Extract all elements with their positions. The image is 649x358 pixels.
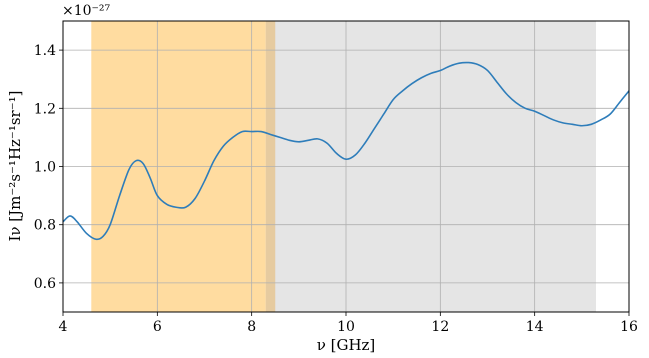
x-axis-ticks: 4 6 8 10 12 14 16 [59, 312, 638, 335]
x-tick-label: 8 [247, 319, 256, 335]
x-tick-label: 14 [526, 319, 544, 335]
x-tick-label: 6 [153, 319, 162, 335]
x-tick-label: 4 [59, 319, 68, 335]
y-tick-label: 1.0 [34, 160, 56, 176]
x-tick-label: 12 [431, 319, 449, 335]
y-tick-label: 0.6 [34, 276, 56, 292]
y-axis-ticks: 0.6 0.8 1.0 1.2 1.4 [34, 43, 63, 292]
y-multiplier: ×10⁻²⁷ [62, 3, 111, 19]
x-axis-label: ν [GHz] [317, 336, 376, 354]
y-axis-label: Iν [Jm⁻²s⁻¹Hz⁻¹sr⁻¹] [6, 90, 24, 241]
series-line-0 [62, 61, 630, 241]
series-lines [62, 61, 630, 241]
y-tick-label: 1.2 [34, 101, 56, 117]
x-tick-label: 10 [337, 319, 355, 335]
x-tick-label: 16 [620, 319, 638, 335]
y-tick-label: 1.4 [34, 43, 56, 59]
y-tick-label: 0.8 [34, 218, 56, 234]
